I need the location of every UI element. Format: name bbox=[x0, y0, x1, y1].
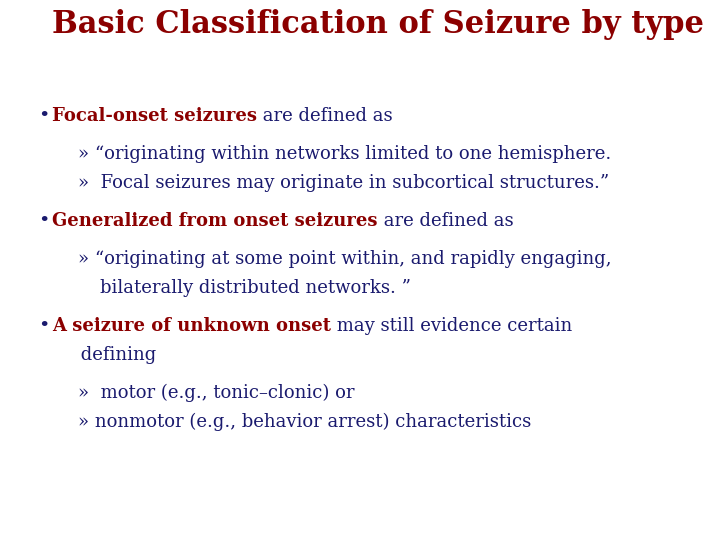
Text: •: • bbox=[38, 212, 50, 230]
Text: •: • bbox=[38, 107, 50, 125]
Text: •: • bbox=[38, 317, 50, 335]
Text: » “originating within networks limited to one hemisphere.: » “originating within networks limited t… bbox=[78, 145, 611, 163]
Text: »  Focal seizures may originate in subcortical structures.”: » Focal seizures may originate in subcor… bbox=[78, 174, 609, 192]
Text: are defined as: are defined as bbox=[257, 107, 392, 125]
Text: may still evidence certain: may still evidence certain bbox=[331, 317, 572, 335]
Text: A seizure of unknown onset: A seizure of unknown onset bbox=[52, 317, 331, 335]
Text: bilaterally distributed networks. ”: bilaterally distributed networks. ” bbox=[100, 279, 411, 297]
Text: defining: defining bbox=[52, 346, 156, 364]
Text: » nonmotor (e.g., behavior arrest) characteristics: » nonmotor (e.g., behavior arrest) chara… bbox=[78, 413, 531, 431]
Text: Basic Classification of Seizure by type: Basic Classification of Seizure by type bbox=[52, 9, 704, 40]
Text: » “originating at some point within, and rapidly engaging,: » “originating at some point within, and… bbox=[78, 250, 611, 268]
Text: are defined as: are defined as bbox=[377, 212, 513, 230]
Text: Generalized from onset seizures: Generalized from onset seizures bbox=[52, 212, 377, 230]
Text: Focal-onset seizures: Focal-onset seizures bbox=[52, 107, 257, 125]
Text: »  motor (e.g., tonic–clonic) or: » motor (e.g., tonic–clonic) or bbox=[78, 384, 354, 402]
